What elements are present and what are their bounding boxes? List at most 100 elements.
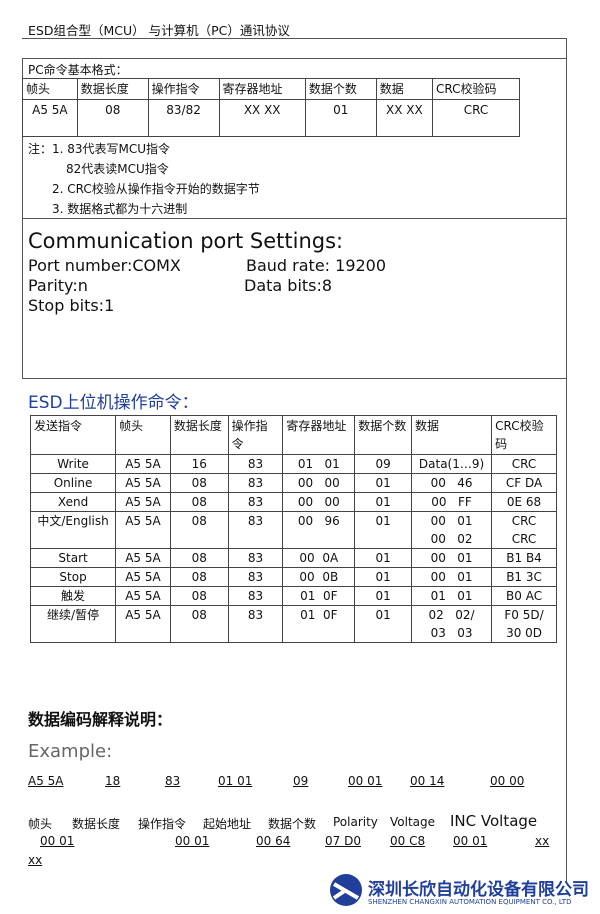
example-value: 00 64 — [256, 834, 291, 848]
table-row: 发送指令 帧头 数据长度 操作指令 寄存器地址 数据个数 数据 CRC校验码 — [29, 415, 557, 455]
table-cell: CRC — [432, 99, 520, 137]
table-cell: 83 — [227, 605, 284, 643]
table-cell: CRC CRC — [491, 511, 557, 549]
table-cell: A5 5A — [115, 567, 171, 587]
table-cell: 中文/English — [29, 511, 117, 549]
comm-setting: Data bits:8 — [244, 276, 333, 295]
encoding-title: 数据编码解释说明： — [28, 710, 173, 729]
company-name-en: SHENZHEN CHANGXIN AUTOMATION EQUIPMENT C… — [368, 898, 572, 906]
table-cell: Start — [29, 548, 117, 568]
commands-title: ESD上位机操作命令： — [28, 393, 199, 413]
table-cell: 01 01 — [411, 586, 493, 606]
example-value: 09 — [293, 774, 309, 788]
table-row: 触发 A5 5A 08 83 01 0F 01 01 01 B0 AC — [29, 586, 557, 606]
example-value: 00 C8 — [390, 834, 426, 848]
format-label: PC命令基本格式： — [28, 63, 128, 77]
comm-setting: Baud rate: 19200 — [246, 256, 387, 275]
table-cell: A5 5A — [115, 492, 171, 512]
example-field: 数据个数 — [268, 817, 317, 831]
note: 注：1. 83代表写MCU指令 — [28, 142, 171, 156]
table-row: Start A5 5A 08 83 00 0A 01 00 01 B1 B4 — [29, 548, 557, 568]
table-cell: 数据 — [411, 415, 493, 455]
table-cell: CRC校验码 — [432, 78, 520, 100]
table-cell: 00 01 — [411, 548, 493, 568]
table-cell: 08 — [169, 492, 229, 512]
rule — [22, 38, 566, 39]
table-cell: 83 — [227, 567, 284, 587]
table-row: A5 5A 08 83/82 XX XX 01 XX XX CRC — [22, 99, 520, 137]
table-cell: 08 — [169, 473, 229, 493]
table-cell: 00 01 00 02 — [411, 511, 493, 549]
example-value: A5 5A — [28, 774, 64, 788]
table-cell: 数据长度 — [169, 415, 229, 455]
table-cell: 08 — [169, 548, 229, 568]
table-cell: Data(1…9) — [411, 454, 493, 474]
table-cell: 发送指令 — [29, 415, 117, 455]
table-cell: Write — [29, 454, 117, 474]
table-cell: XX XX — [375, 99, 434, 137]
table-cell: 08 — [169, 511, 229, 549]
table-cell: 00 96 — [282, 511, 356, 549]
table-cell: A5 5A — [115, 454, 171, 474]
table-cell: 触发 — [29, 586, 117, 606]
table-cell: 00 46 — [411, 473, 493, 493]
table-cell: 08 — [76, 99, 149, 137]
table-cell: 01 0F — [282, 605, 356, 643]
table-cell: 01 — [354, 605, 413, 643]
table-cell: 数据个数 — [354, 415, 413, 455]
company-name: 深圳长欣自动化设备有限公司 — [368, 880, 589, 900]
example-field: 数据长度 — [72, 817, 121, 831]
example-value: 00 01 — [40, 834, 75, 848]
table-cell: 83/82 — [147, 99, 220, 137]
table-cell: 01 01 — [282, 454, 356, 474]
table-cell: 83 — [227, 548, 284, 568]
table-cell: CF DA — [491, 473, 557, 493]
note: 2. CRC校验从操作指令开始的数据字节 — [52, 182, 260, 196]
table-cell: 08 — [169, 605, 229, 643]
table-cell: CRC — [491, 454, 557, 474]
table-cell: 操作指令 — [147, 78, 220, 100]
table-cell: A5 5A — [115, 511, 171, 549]
table-cell: 数据长度 — [76, 78, 149, 100]
format-table: 帧头 数据长度 操作指令 寄存器地址 数据个数 数据 CRC校验码 A5 5A 08 83/82 X… — [22, 78, 520, 137]
note: 82代表读MCU指令 — [66, 162, 169, 176]
example-field: Polarity — [333, 815, 378, 829]
table-cell: 83 — [227, 492, 284, 512]
table-cell: 83 — [227, 473, 284, 493]
table-cell: 01 — [304, 99, 377, 137]
rule — [566, 38, 567, 883]
table-cell: Online — [29, 473, 117, 493]
example-value: 00 01 — [348, 774, 383, 788]
table-cell: 继续/暂停 — [29, 605, 117, 643]
example-field: INC Voltage — [450, 812, 538, 830]
example-value: 83 — [165, 774, 181, 788]
table-cell: 83 — [227, 454, 284, 474]
table-cell: 01 — [354, 548, 413, 568]
example-value: 00 01 — [175, 834, 210, 848]
table-cell: 帧头 — [22, 78, 78, 100]
table-row: Xend A5 5A 08 83 00 00 01 00 FF 0E 68 — [29, 492, 557, 512]
table-cell: 数据 — [375, 78, 434, 100]
table-cell: 00 0A — [282, 548, 356, 568]
table-cell: Stop — [29, 567, 117, 587]
table-cell: Xend — [29, 492, 117, 512]
commands-table: 发送指令 帧头 数据长度 操作指令 寄存器地址 数据个数 数据 CRC校验码 Write A5 5… — [29, 415, 557, 643]
table-cell: 01 — [354, 567, 413, 587]
table-cell: 08 — [169, 567, 229, 587]
table-row: Stop A5 5A 08 83 00 0B 01 00 01 B1 3C — [29, 567, 557, 587]
table-cell: 寄存器地址 — [282, 415, 356, 455]
table-cell: B1 B4 — [491, 548, 557, 568]
table-cell: 01 0F — [282, 586, 356, 606]
table-cell: 操作指令 — [227, 415, 284, 455]
example-field: 操作指令 — [138, 817, 187, 831]
table-cell: 08 — [169, 586, 229, 606]
logo-icon — [330, 874, 362, 906]
table-cell: XX XX — [218, 99, 306, 137]
example-value: 18 — [105, 774, 121, 788]
table-cell: F0 5D/ 30 0D — [491, 605, 557, 643]
table-row: Write A5 5A 16 83 01 01 09 Data(1…9) CRC — [29, 454, 557, 474]
example-value: 00 00 — [490, 774, 525, 788]
table-cell: A5 5A — [115, 586, 171, 606]
note: 3. 数据格式都为十六进制 — [52, 202, 188, 216]
table-cell: B1 3C — [491, 567, 557, 587]
